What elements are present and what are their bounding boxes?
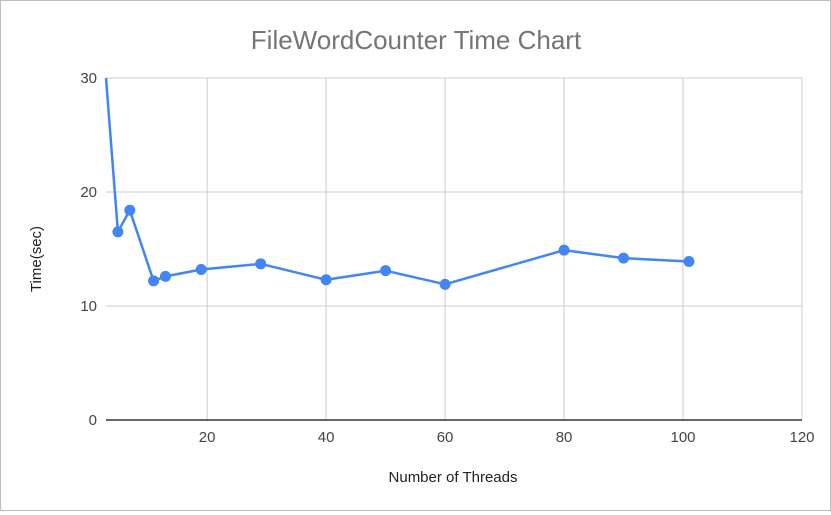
tick-labels: 0 10 20 30 20 40 60 80 100 120	[80, 70, 814, 446]
y-tick-label-2: 20	[80, 184, 97, 201]
y-tick-label-3: 30	[80, 70, 97, 87]
series-line	[104, 77, 695, 290]
data-point-4	[159, 270, 171, 282]
data-point-9	[439, 278, 451, 290]
data-point-1	[112, 226, 124, 238]
data-point-8	[380, 265, 392, 277]
data-point-3	[148, 275, 160, 287]
data-point-11	[618, 252, 630, 264]
x-tick-label-2: 60	[437, 429, 454, 446]
data-point-12	[683, 256, 695, 268]
series-line-0	[104, 77, 690, 286]
data-point-10	[558, 244, 570, 256]
y-tick-label-1: 10	[80, 298, 97, 315]
grid-lines	[106, 77, 803, 420]
x-axis-label: Number of Threads	[389, 469, 518, 486]
x-tick-label-1: 40	[318, 429, 335, 446]
data-point-2	[124, 204, 136, 216]
x-tick-label-3: 80	[556, 429, 573, 446]
x-tick-label-0: 20	[199, 429, 216, 446]
x-tick-label-4: 100	[671, 429, 696, 446]
chart-title: FileWordCounter Time Chart	[251, 25, 582, 55]
x-tick-label-5: 120	[789, 429, 814, 446]
data-point-6	[255, 258, 267, 270]
data-point-5	[195, 264, 207, 276]
y-axis-label: Time(sec)	[28, 226, 45, 292]
data-point-7	[320, 274, 332, 286]
y-tick-label-0: 0	[89, 412, 97, 429]
